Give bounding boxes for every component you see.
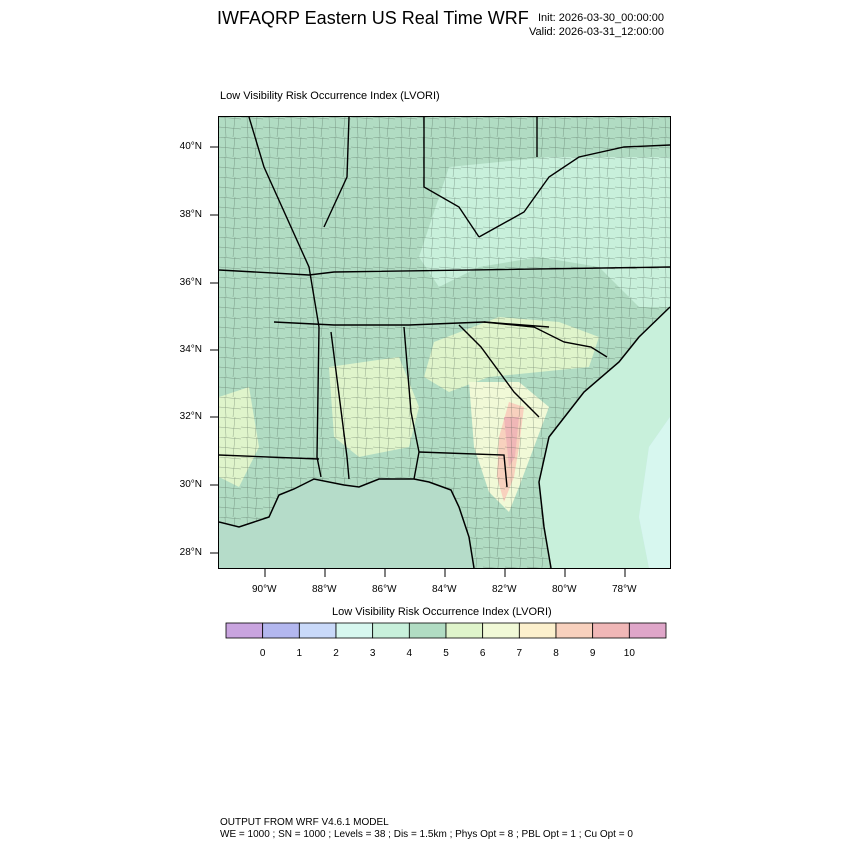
lat-axis-ticks (210, 146, 218, 554)
lon-tick-82: 82°W (492, 584, 517, 595)
colorbar-swatch (408, 622, 447, 639)
colorbar-tick-label: 8 (553, 648, 559, 659)
colorbar-tick-label: 7 (516, 648, 523, 659)
colorbar-title: Low Visibility Risk Occurrence Index (LV… (332, 606, 552, 618)
footer-settings-text: WE = 1000 ; SN = 1000 ; Levels = 38 ; Di… (220, 829, 633, 840)
lat-tick-34: 34°N (179, 344, 202, 355)
colorbar-swatch (555, 622, 594, 639)
colorbar-tick-label: 2 (333, 648, 339, 659)
colorbar-swatch (372, 622, 410, 639)
colorbar-swatch (335, 622, 374, 639)
map-panel (218, 116, 671, 569)
colorbar-swatch (225, 622, 264, 639)
atlantic-mid (639, 417, 670, 568)
lon-axis-ticks (264, 569, 626, 577)
colorbar-swatch (518, 622, 557, 639)
colorbar-tick-label: 6 (479, 648, 486, 659)
lon-tick-90: 90°W (252, 584, 277, 595)
colorbar-tick-label: 0 (259, 648, 266, 659)
colorbar-tick-label: 9 (589, 648, 596, 659)
lon-tick-78: 78°W (612, 584, 637, 595)
coastline (219, 306, 670, 568)
atlantic-near-shore (539, 307, 670, 568)
lon-tick-88: 88°W (312, 584, 337, 595)
colorbar-tick-label: 4 (406, 648, 413, 659)
colorbar (225, 622, 667, 639)
colorbar-tick-label: 10 (623, 648, 635, 659)
lat-tick-32: 32°N (179, 411, 202, 422)
init-time-label: Init: 2026-03-30_00:00:00 (538, 12, 664, 24)
footer-model-text: OUTPUT FROM WRF V4.6.1 MODEL (220, 817, 389, 828)
valid-time-label: Valid: 2026-03-31_12:00:00 (529, 26, 664, 38)
lat-tick-28: 28°N (179, 547, 202, 558)
colorbar-swatch (482, 622, 520, 639)
page-title: IWFAQRP Eastern US Real Time WRF (217, 8, 529, 28)
lat-tick-40: 40°N (179, 141, 202, 152)
lat-tick-36: 36°N (179, 277, 202, 288)
lat-tick-38: 38°N (179, 209, 202, 220)
colorbar-tick-label: 5 (443, 648, 449, 659)
colorbar-swatch (262, 622, 300, 639)
colorbar-swatch (445, 622, 484, 639)
colorbar-swatch (298, 622, 337, 639)
lat-tick-30: 30°N (179, 479, 202, 490)
lon-tick-80: 80°W (552, 584, 577, 595)
colorbar-tick-label: 1 (296, 648, 303, 659)
field-title: Low Visibility Risk Occurrence Index (LV… (220, 90, 440, 102)
lvori-map (219, 117, 670, 568)
state-borders (219, 117, 670, 488)
gulf-area (219, 479, 474, 568)
colorbar-swatch (628, 622, 667, 639)
colorbar-swatch (592, 622, 630, 639)
lon-tick-84: 84°W (432, 584, 457, 595)
lon-tick-86: 86°W (372, 584, 397, 595)
colorbar-tick-label: 3 (369, 648, 376, 659)
